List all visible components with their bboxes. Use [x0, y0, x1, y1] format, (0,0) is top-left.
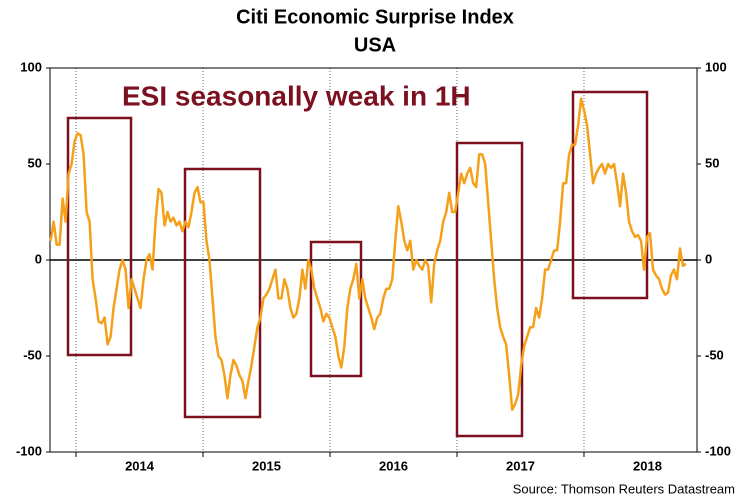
y2-tick-label: 100: [705, 59, 727, 74]
x-tick-label: 2014: [125, 458, 155, 473]
y-tick-label: 100: [20, 59, 42, 74]
y-tick-label: 50: [28, 155, 42, 170]
x-tick-label: 2018: [633, 458, 662, 473]
series: [49, 97, 687, 412]
x-tick-label: 2017: [506, 458, 535, 473]
data-line: [49, 97, 687, 412]
y-tick-label: -100: [16, 443, 42, 458]
grid: [46, 67, 701, 457]
chart-subtitle: USA: [354, 34, 396, 56]
y2-tick-label: 0: [705, 251, 712, 266]
y-tick-label: 0: [35, 251, 42, 266]
x-tick-label: 2015: [252, 458, 281, 473]
y2-tick-label: 50: [705, 155, 719, 170]
y-tick-label: -50: [23, 347, 42, 362]
highlight-box: [183, 167, 262, 419]
annotation: ESI seasonally weak in 1H: [122, 80, 471, 111]
chart-title: Citi Economic Surprise Index: [236, 6, 514, 28]
source: Source: Thomson Reuters Datastream: [513, 481, 735, 496]
highlight-box: [66, 116, 133, 357]
y2-tick-label: -50: [705, 347, 724, 362]
highlight-box: [455, 141, 524, 438]
y2-tick-label: -100: [705, 443, 731, 458]
highlight-box: [571, 90, 649, 300]
highlight-box: [309, 240, 363, 378]
plot-frame: [49, 67, 698, 453]
x-tick-label: 2016: [379, 458, 408, 473]
